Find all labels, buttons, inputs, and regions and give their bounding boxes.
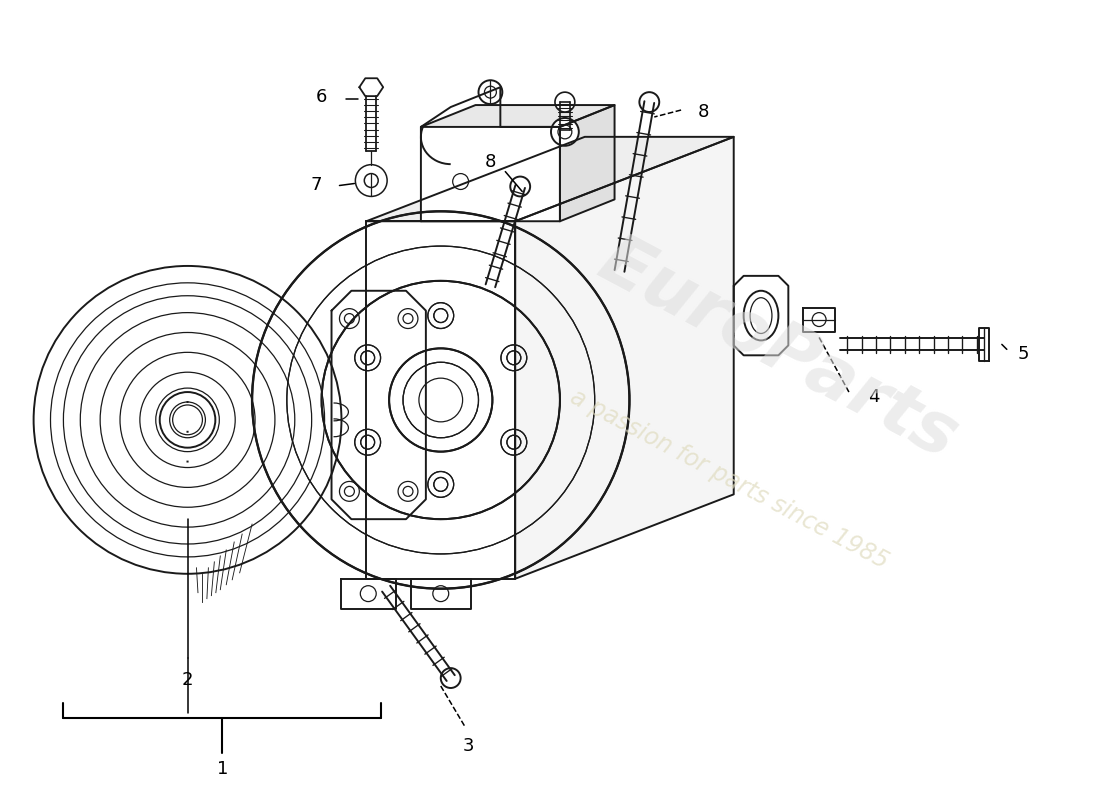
Circle shape [556,92,575,112]
Text: 6: 6 [316,88,328,106]
Circle shape [478,80,503,104]
Text: 5: 5 [1018,346,1030,363]
Text: a passion for parts since 1985: a passion for parts since 1985 [565,385,892,574]
Polygon shape [515,137,734,578]
Polygon shape [421,105,615,127]
Text: EuroParts: EuroParts [587,227,969,474]
Polygon shape [360,78,383,96]
Circle shape [551,118,579,146]
Polygon shape [411,578,471,609]
Polygon shape [734,276,789,355]
Polygon shape [421,87,560,222]
Polygon shape [560,105,615,222]
Polygon shape [341,578,396,609]
Circle shape [639,92,659,112]
Circle shape [510,177,530,197]
Polygon shape [331,290,426,519]
Circle shape [355,165,387,197]
Polygon shape [803,308,835,333]
Text: 4: 4 [868,388,880,406]
Text: 3: 3 [463,737,474,754]
Text: 8: 8 [698,103,710,121]
Text: 7: 7 [311,177,322,194]
Circle shape [441,668,461,688]
Polygon shape [366,137,734,222]
Polygon shape [979,328,989,361]
Text: 8: 8 [485,153,496,170]
Text: 2: 2 [182,671,194,689]
Text: 1: 1 [217,761,228,778]
